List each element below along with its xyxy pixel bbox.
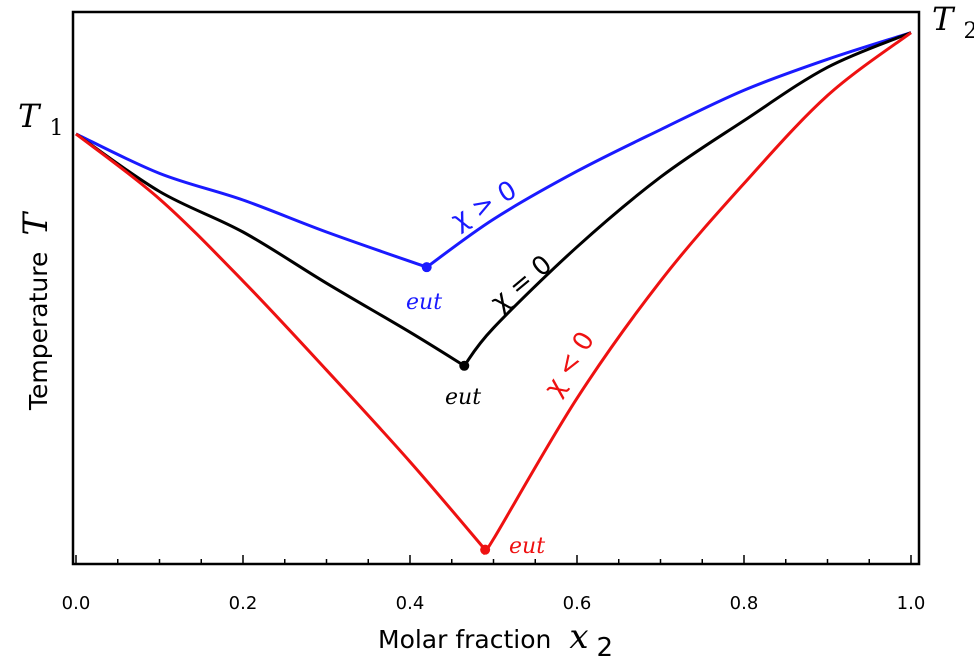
curve-zero-right <box>463 31 912 367</box>
endpoint-right-subscript: 2 <box>964 19 974 44</box>
curve-negative-left <box>75 132 487 551</box>
eut-label-positive: eut <box>406 290 442 315</box>
eutectic-point-negative <box>480 544 491 555</box>
x-axis-ticks <box>75 555 912 564</box>
x-axis-title-text: Molar fraction <box>378 625 551 654</box>
plot-frame <box>71 10 921 566</box>
x-tick-label: 0.8 <box>730 593 759 614</box>
curve-zero-left <box>75 132 466 368</box>
eutectic-point-positive <box>421 262 432 273</box>
x-tick-label: 0.6 <box>563 593 592 614</box>
endpoint-label-right: T 2 <box>932 0 974 44</box>
series-label-negative: χ < 0 <box>538 327 600 402</box>
x-axis-symbol: x <box>569 617 588 657</box>
x-tick-label: 0.0 <box>62 593 91 614</box>
x-tick-label: 1.0 <box>897 593 926 614</box>
y-axis-symbol: T <box>16 211 56 236</box>
endpoint-right-symbol: T <box>932 0 956 38</box>
eutectic-markers <box>421 262 491 555</box>
eut-label-zero: eut <box>445 385 481 410</box>
curve-positive-left <box>75 132 428 269</box>
series-label-zero: χ = 0 <box>485 249 558 317</box>
eutectic-point-zero <box>459 360 470 371</box>
endpoint-left-subscript: 1 <box>50 116 64 141</box>
x-axis-title: Molar fraction x 2 <box>378 617 613 663</box>
x-axis-tick-labels: 0.0 0.2 0.4 0.6 0.8 1.0 <box>62 593 926 614</box>
series-name-zero: χ = 0 <box>485 249 558 317</box>
y-axis-title: Temperature T <box>16 211 56 411</box>
series-name-negative: χ < 0 <box>538 327 600 402</box>
endpoint-left-symbol: T <box>18 97 42 135</box>
svg-text:Temperature T: Temperature T <box>16 211 56 411</box>
curve-positive-right <box>425 31 912 269</box>
x-axis-symbol-subscript: 2 <box>596 633 613 663</box>
eut-label-negative: eut <box>509 534 545 559</box>
curve-negative-right <box>482 31 912 555</box>
series-curves <box>75 31 912 555</box>
x-tick-label: 0.2 <box>229 593 258 614</box>
y-axis-title-text: Temperature <box>24 252 53 411</box>
endpoint-label-left: T 1 <box>18 97 64 141</box>
x-tick-label: 0.4 <box>396 593 425 614</box>
